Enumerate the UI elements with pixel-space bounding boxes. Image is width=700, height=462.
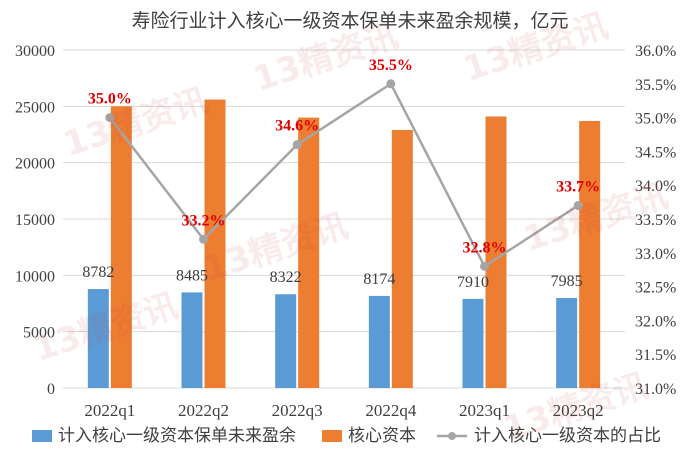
legend-marker-ratio <box>448 432 456 440</box>
bar-core-capital <box>110 106 132 388</box>
bar-core-capital <box>298 117 320 388</box>
y-right-tick-label: 31.5% <box>635 347 676 364</box>
line-value-label: 33.7% <box>556 178 600 195</box>
bar-value-label: 7985 <box>551 273 583 290</box>
y-right-tick-label: 34.0% <box>635 178 676 195</box>
x-tick-label: 2023q1 <box>459 401 510 420</box>
legend-swatch-surplus <box>32 430 52 442</box>
line-point <box>105 113 115 123</box>
bar-surplus <box>181 292 203 388</box>
y-right-tick-label: 31.0% <box>635 381 676 398</box>
line-value-label: 33.2% <box>182 212 226 229</box>
y-left-tick-label: 5000 <box>23 325 55 342</box>
x-tick-label: 2022q3 <box>272 401 323 420</box>
bar-surplus <box>87 289 109 388</box>
y-left-tick-label: 30000 <box>15 43 55 60</box>
legend-label-core-capital: 核心资本 <box>348 426 416 445</box>
bar-core-capital <box>485 116 507 389</box>
bar-value-label: 8782 <box>82 264 114 281</box>
y-right-tick-label: 32.5% <box>635 280 676 297</box>
line-value-label: 35.0% <box>88 91 132 108</box>
bar-value-label: 8174 <box>363 271 395 288</box>
legend-label-surplus: 计入核心一级资本保单未来盈余 <box>58 426 296 445</box>
bar-value-label: 7910 <box>457 274 489 291</box>
line-point <box>199 234 208 244</box>
line-point <box>573 200 583 210</box>
line-point <box>292 140 302 150</box>
y-right-tick-label: 35.0% <box>635 111 676 128</box>
y-left-tick-label: 20000 <box>15 156 55 173</box>
line-point <box>386 79 396 89</box>
bar-core-capital <box>391 129 413 388</box>
y-left-tick-label: 15000 <box>15 212 55 229</box>
bar-surplus <box>368 295 390 388</box>
bar-value-label: 8322 <box>270 269 302 286</box>
y-right-tick-label: 33.5% <box>635 212 676 229</box>
legend-swatch-core-capital <box>322 430 342 442</box>
y-left-tick-label: 25000 <box>15 99 55 116</box>
bar-surplus <box>556 298 578 388</box>
y-left-tick-label: 0 <box>47 381 55 398</box>
x-tick-label: 2022q4 <box>365 401 417 420</box>
y-right-tick-label: 34.5% <box>635 144 676 161</box>
line-value-label: 35.5% <box>369 57 413 74</box>
line-value-label: 34.6% <box>275 118 319 135</box>
bar-value-label: 8485 <box>176 267 208 284</box>
line-point <box>480 261 489 271</box>
x-tick-label: 2022q2 <box>178 401 229 420</box>
x-tick-label: 2023q2 <box>553 401 604 420</box>
bar-surplus <box>275 294 297 388</box>
y-right-tick-label: 33.0% <box>635 246 676 263</box>
x-tick-label: 2022q1 <box>84 401 135 420</box>
y-right-tick-label: 36.0% <box>635 43 676 60</box>
bar-core-capital <box>579 120 601 388</box>
y-left-tick-label: 10000 <box>15 268 55 285</box>
y-right-tick-label: 35.5% <box>635 77 676 94</box>
y-right-tick-label: 32.0% <box>635 313 676 330</box>
chart-title: 寿险行业计入核心一级资本保单未来盈余规模，亿元 <box>131 10 569 32</box>
bar-surplus <box>462 298 484 388</box>
legend-label-ratio: 计入核心一级资本的占比 <box>474 426 661 445</box>
line-ratio <box>108 81 579 269</box>
bar-core-capital <box>204 99 226 388</box>
line-value-label: 32.8% <box>463 239 507 256</box>
